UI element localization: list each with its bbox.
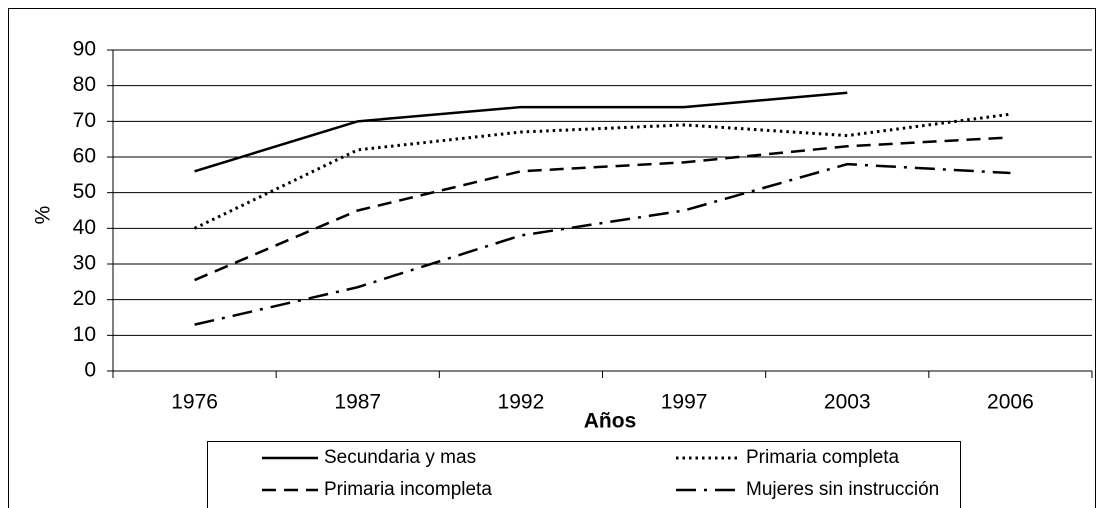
y-tick-label: 80 bbox=[73, 73, 96, 96]
y-tick-label: 10 bbox=[73, 323, 96, 346]
y-tick-label: 40 bbox=[73, 216, 96, 239]
y-axis-title: % bbox=[32, 206, 55, 225]
legend-label: Primaria completa bbox=[746, 447, 900, 468]
y-tick-label: 20 bbox=[73, 287, 96, 310]
series-line bbox=[194, 162, 1011, 326]
x-tick-label: 2003 bbox=[824, 391, 871, 414]
x-tick-label: 1987 bbox=[334, 391, 381, 414]
series-line bbox=[194, 136, 1011, 282]
x-tick-label: 2006 bbox=[987, 391, 1034, 414]
y-tick-label: 50 bbox=[73, 180, 96, 203]
legend-label: Mujeres sin instrucción bbox=[746, 479, 939, 500]
y-tick-label: 60 bbox=[73, 145, 96, 168]
x-tick-label: 1992 bbox=[498, 391, 545, 414]
y-tick-label: 70 bbox=[73, 109, 96, 132]
x-tick-label: 1997 bbox=[661, 391, 708, 414]
legend-label: Primaria incompleta bbox=[324, 479, 492, 500]
chart-frame bbox=[8, 8, 1096, 508]
y-tick-label: 90 bbox=[73, 38, 96, 61]
series-line bbox=[193, 112, 1011, 230]
series-line bbox=[194, 91, 848, 173]
legend-label: Secundaria y mas bbox=[324, 447, 476, 468]
x-tick-label: 1976 bbox=[171, 391, 218, 414]
y-tick-label: 30 bbox=[73, 252, 96, 275]
y-tick-label: 0 bbox=[84, 359, 96, 382]
legend-box bbox=[207, 441, 961, 508]
x-axis-title: Años bbox=[584, 410, 637, 433]
